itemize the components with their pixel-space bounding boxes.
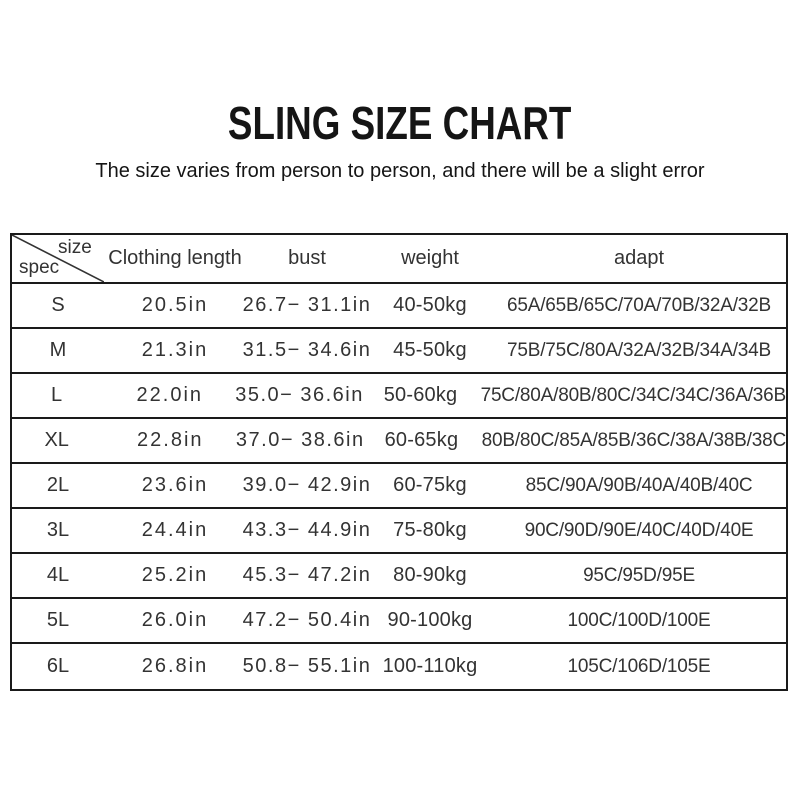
- adapt-cell: 95C/95D/95E: [583, 564, 695, 586]
- page-title-text: SLING SIZE CHART: [228, 97, 572, 149]
- clothing-length-cell: 21.3in: [141, 339, 209, 361]
- bust-cell: 43.3− 44.9in: [242, 519, 372, 541]
- adapt-cell: 65A/65B/65C/70A/70B/32A/32B: [507, 294, 771, 316]
- table-row-xl: XL 22.8in 37.0− 38.6in 60-65kg 80B/80C/8…: [12, 419, 786, 464]
- spec-cell: 4L: [46, 564, 70, 586]
- clothing-length-cell: 20.5in: [141, 294, 209, 316]
- weight-cell: 50-60kg: [383, 384, 458, 406]
- table-row-2l: 2L 23.6in 39.0− 42.9in 60-75kg 85C/90A/9…: [12, 464, 786, 509]
- clothing-length-cell: 22.8in: [137, 429, 204, 451]
- spec-cell: 2L: [46, 474, 70, 496]
- corner-cell: size spec: [12, 235, 104, 282]
- adapt-cell: 75B/75C/80A/32A/32B/34A/34B: [507, 339, 771, 361]
- clothing-length-cell: 23.6in: [141, 474, 209, 496]
- table-row-6l: 6L 26.8in 50.8− 55.1in 100-110kg 105C/10…: [12, 644, 786, 689]
- spec-cell: XL: [44, 429, 69, 451]
- column-header-bust: bust: [288, 247, 326, 269]
- spec-cell: 3L: [46, 519, 70, 541]
- adapt-cell: 105C/106D/105E: [567, 655, 711, 677]
- spec-cell: M: [49, 339, 67, 361]
- spec-cell: L: [50, 384, 63, 406]
- size-chart-table: size spec Clothing length bust weight ad…: [10, 233, 788, 691]
- corner-size-label: size: [58, 237, 92, 258]
- table-row-5l: 5L 26.0in 47.2− 50.4in 90-100kg 100C/100…: [12, 599, 786, 644]
- clothing-length-cell: 25.2in: [141, 564, 209, 586]
- bust-cell: 26.7− 31.1in: [242, 294, 372, 316]
- bust-cell: 35.0− 36.6in: [235, 384, 364, 406]
- table-row-3l: 3L 24.4in 43.3− 44.9in 75-80kg 90C/90D/9…: [12, 509, 786, 554]
- diagonal-divider-line: [12, 235, 104, 282]
- column-header-weight: weight: [401, 247, 459, 269]
- adapt-cell: 100C/100D/100E: [567, 609, 711, 631]
- weight-cell: 100-110kg: [382, 655, 478, 677]
- bust-cell: 31.5− 34.6in: [242, 339, 372, 361]
- weight-cell: 40-50kg: [393, 294, 467, 316]
- table-row-l: L 22.0in 35.0− 36.6in 50-60kg 75C/80A/80…: [12, 374, 786, 419]
- table-header-row: size spec Clothing length bust weight ad…: [12, 235, 786, 284]
- bust-cell: 37.0− 38.6in: [235, 429, 365, 451]
- page-title: SLING SIZE CHART: [0, 96, 800, 150]
- weight-cell: 80-90kg: [393, 564, 467, 586]
- clothing-length-cell: 26.0in: [141, 609, 209, 631]
- table-row-m: M 21.3in 31.5− 34.6in 45-50kg 75B/75C/80…: [12, 329, 786, 374]
- bust-cell: 47.2− 50.4in: [242, 609, 372, 631]
- spec-cell: 5L: [46, 609, 70, 631]
- table-row-s: S 20.5in 26.7− 31.1in 40-50kg 65A/65B/65…: [12, 284, 786, 329]
- clothing-length-cell: 26.8in: [141, 655, 209, 677]
- corner-spec-label: spec: [19, 257, 60, 278]
- column-header-adapt: adapt: [613, 247, 665, 269]
- bust-cell: 45.3− 47.2in: [242, 564, 372, 586]
- weight-cell: 45-50kg: [393, 339, 467, 361]
- adapt-cell: 85C/90A/90B/40A/40B/40C: [525, 474, 753, 496]
- clothing-length-cell: 24.4in: [141, 519, 209, 541]
- weight-cell: 60-65kg: [384, 429, 459, 451]
- table-row-4l: 4L 25.2in 45.3− 47.2in 80-90kg 95C/95D/9…: [12, 554, 786, 599]
- weight-cell: 60-75kg: [393, 474, 467, 496]
- bust-cell: 50.8− 55.1in: [242, 655, 372, 677]
- spec-cell: S: [51, 294, 65, 316]
- clothing-length-cell: 22.0in: [136, 384, 204, 406]
- page-subtitle: The size varies from person to person, a…: [95, 160, 705, 182]
- column-header-clothing-length: Clothing length: [108, 247, 242, 269]
- weight-cell: 75-80kg: [393, 519, 467, 541]
- adapt-cell: 80B/80C/85A/85B/36C/38A/38B/38C: [481, 429, 787, 451]
- spec-cell: 6L: [46, 655, 70, 677]
- weight-cell: 90-100kg: [387, 609, 473, 631]
- bust-cell: 39.0− 42.9in: [242, 474, 372, 496]
- adapt-cell: 75C/80A/80B/80C/34C/34C/36A/36B: [480, 384, 787, 406]
- adapt-cell: 90C/90D/90E/40C/40D/40E: [524, 519, 754, 541]
